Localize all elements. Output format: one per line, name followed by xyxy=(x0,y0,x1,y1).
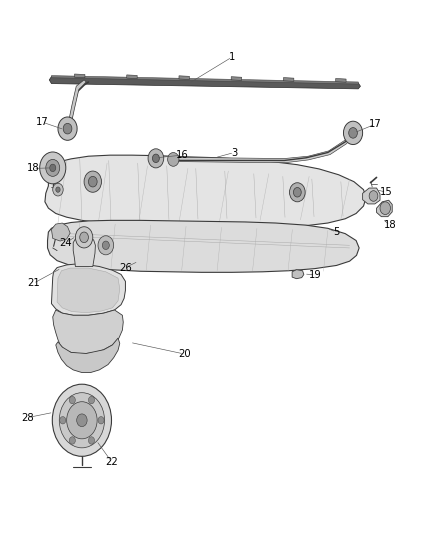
Circle shape xyxy=(369,191,378,201)
Text: 17: 17 xyxy=(36,117,49,127)
Circle shape xyxy=(46,159,60,176)
Polygon shape xyxy=(53,310,123,353)
Circle shape xyxy=(98,236,114,255)
Text: 3: 3 xyxy=(231,148,237,158)
Polygon shape xyxy=(363,188,380,204)
Text: 1: 1 xyxy=(229,52,235,62)
Text: 18: 18 xyxy=(384,220,396,230)
Text: 21: 21 xyxy=(27,278,39,288)
Polygon shape xyxy=(45,155,366,228)
Polygon shape xyxy=(231,77,242,80)
Circle shape xyxy=(168,152,179,166)
Circle shape xyxy=(52,384,112,456)
Text: 20: 20 xyxy=(178,349,191,359)
Polygon shape xyxy=(74,74,85,78)
Text: 24: 24 xyxy=(60,238,72,248)
Circle shape xyxy=(98,417,104,424)
Circle shape xyxy=(69,397,75,404)
Polygon shape xyxy=(292,270,304,279)
Circle shape xyxy=(102,241,110,249)
Polygon shape xyxy=(73,237,95,266)
Circle shape xyxy=(63,123,72,134)
Text: 19: 19 xyxy=(309,270,322,280)
Circle shape xyxy=(60,417,66,424)
Circle shape xyxy=(88,397,95,404)
Circle shape xyxy=(75,227,93,248)
Text: 5: 5 xyxy=(333,227,340,237)
Polygon shape xyxy=(169,133,353,163)
Text: 22: 22 xyxy=(105,457,118,466)
Polygon shape xyxy=(51,76,358,84)
Text: 16: 16 xyxy=(176,150,188,160)
Text: 26: 26 xyxy=(119,263,132,272)
Circle shape xyxy=(59,393,105,448)
Polygon shape xyxy=(283,78,294,82)
Circle shape xyxy=(49,164,56,172)
Text: 18: 18 xyxy=(27,164,39,173)
Polygon shape xyxy=(66,80,86,135)
Circle shape xyxy=(80,232,88,243)
Circle shape xyxy=(67,402,97,439)
Circle shape xyxy=(148,149,164,168)
Circle shape xyxy=(349,127,357,138)
Circle shape xyxy=(380,202,391,215)
Circle shape xyxy=(56,187,60,192)
Circle shape xyxy=(343,121,363,144)
Polygon shape xyxy=(47,220,359,272)
Text: 15: 15 xyxy=(380,187,393,197)
Polygon shape xyxy=(49,77,360,89)
Text: 28: 28 xyxy=(21,413,34,423)
Circle shape xyxy=(53,183,63,196)
Circle shape xyxy=(77,414,87,426)
Polygon shape xyxy=(377,200,392,216)
Text: 17: 17 xyxy=(368,119,381,130)
Polygon shape xyxy=(51,223,70,241)
Circle shape xyxy=(88,437,95,444)
Polygon shape xyxy=(51,264,125,316)
Circle shape xyxy=(58,117,77,140)
Circle shape xyxy=(293,188,301,197)
Polygon shape xyxy=(336,78,346,82)
Circle shape xyxy=(40,152,66,184)
Circle shape xyxy=(69,437,75,444)
Circle shape xyxy=(152,154,159,163)
Circle shape xyxy=(88,176,97,187)
Polygon shape xyxy=(127,75,137,78)
Circle shape xyxy=(84,171,102,192)
Circle shape xyxy=(290,183,305,202)
Polygon shape xyxy=(57,268,120,313)
Polygon shape xyxy=(179,76,189,79)
Polygon shape xyxy=(56,338,120,373)
